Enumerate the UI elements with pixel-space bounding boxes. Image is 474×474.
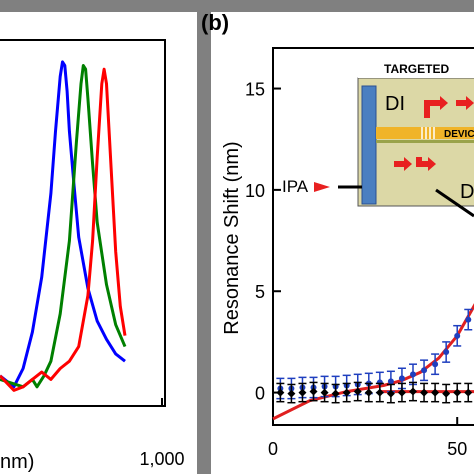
panel-b-y-tick-label-2: 10 bbox=[245, 181, 265, 201]
panel-b-point-0-15 bbox=[442, 341, 451, 363]
inset-title-band bbox=[358, 60, 474, 78]
panel-b-x-tick-label-1: 50 bbox=[447, 439, 467, 459]
inset-left-label: DI bbox=[385, 93, 405, 115]
panel-b-point-1-3 bbox=[309, 381, 318, 402]
panel-b-point-1-10 bbox=[386, 383, 395, 404]
panel-b-point-1-13 bbox=[420, 382, 429, 403]
top-divider-strip bbox=[0, 0, 474, 12]
panel-a-series-0 bbox=[0, 60, 126, 389]
middle-divider-strip bbox=[197, 0, 211, 474]
inset-title: TARGETED bbox=[384, 62, 449, 76]
panel-b-label: (b) bbox=[201, 10, 229, 35]
panel-b-y-tick-label-0: 0 bbox=[255, 384, 265, 404]
panel-b-point-1-1 bbox=[287, 383, 296, 404]
panel-b-ticks-group: 0 5 10 15 0 50 bbox=[245, 80, 467, 459]
inset-right-label: D bbox=[460, 181, 474, 203]
panel-b-point-1-16 bbox=[453, 382, 462, 403]
inset-pointer-line bbox=[435, 188, 474, 218]
ipa-arrow-icon bbox=[314, 182, 330, 192]
inset-device-label: DEVIC bbox=[444, 129, 474, 140]
panel-b-point-1-5 bbox=[331, 383, 340, 404]
panel-b-point-1-8 bbox=[364, 382, 373, 403]
panel-b-point-1-6 bbox=[342, 382, 351, 403]
panel-b-point-0-17 bbox=[464, 308, 473, 331]
panel-b-series-group bbox=[272, 303, 474, 421]
inset-flow-arrows bbox=[394, 96, 474, 171]
panel-a-x-axis-title: nm) bbox=[0, 451, 34, 473]
inset-channel bbox=[376, 127, 474, 139]
panel-b-point-1-9 bbox=[375, 382, 384, 403]
panel-b-x-tick-label-0: 0 bbox=[268, 439, 278, 459]
panel-b-point-0-13 bbox=[420, 359, 429, 382]
panel-a-x-tick-label-1000: 1,000 bbox=[139, 449, 184, 469]
panel-b-point-1-17 bbox=[464, 382, 473, 403]
panel-b-point-1-4 bbox=[320, 382, 329, 403]
panel-b-point-1-7 bbox=[353, 381, 362, 402]
panel-b-point-1-14 bbox=[431, 382, 440, 403]
panel-a-series-2 bbox=[0, 67, 127, 392]
ipa-label: IPA bbox=[282, 177, 309, 196]
device-inset: TARGETED DI D DEVIC bbox=[357, 60, 474, 218]
inset-electrode bbox=[361, 85, 377, 205]
panel-b-point-1-2 bbox=[298, 382, 307, 403]
panel-b-resonance-shift: (b) 0 5 10 15 0 50 Resonance Shift (nm) TARGE… bbox=[201, 10, 474, 459]
panel-b-point-0-16 bbox=[453, 324, 462, 347]
panel-b-plot-frame bbox=[272, 47, 474, 426]
panel-a-series-1 bbox=[0, 64, 127, 389]
inset-channel-edge bbox=[376, 140, 474, 143]
panel-b-y-tick-label-3: 15 bbox=[245, 80, 265, 100]
panel-a-series-group bbox=[0, 60, 127, 392]
panel-b-point-0-12 bbox=[409, 363, 417, 386]
inset-gate-stripes bbox=[421, 127, 435, 139]
panel-b-point-0-14 bbox=[431, 353, 440, 376]
panel-b-y-axis-title: Resonance Shift (nm) bbox=[221, 141, 243, 334]
panel-a-plot-frame bbox=[0, 39, 166, 407]
panel-b-y-tick-label-1: 5 bbox=[255, 282, 265, 302]
panel-b-point-1-15 bbox=[442, 383, 451, 404]
panel-b-point-1-11 bbox=[397, 382, 406, 403]
panel-a-spectra: 1,000 nm) bbox=[0, 39, 185, 473]
panel-b-point-1-12 bbox=[409, 381, 417, 402]
panel-b-point-1-0 bbox=[276, 382, 285, 403]
